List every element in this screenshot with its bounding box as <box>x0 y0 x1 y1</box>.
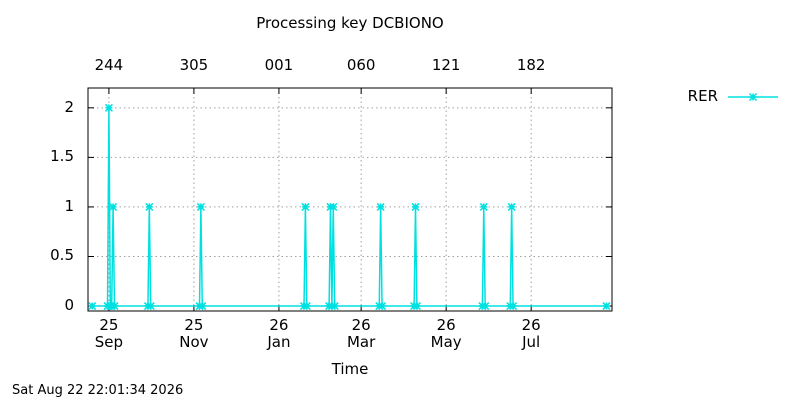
point <box>145 202 154 211</box>
point <box>109 202 118 211</box>
point <box>198 302 207 311</box>
timestamp: Sat Aug 22 22:01:34 2026 <box>12 383 184 398</box>
point <box>110 302 119 311</box>
x-tick-label: 25 Nov <box>179 316 209 351</box>
point <box>411 202 420 211</box>
x-tick-label: 25 Sep <box>94 316 124 351</box>
x2-tick-label: 305 <box>179 56 209 74</box>
legend-label: RER <box>687 87 718 105</box>
point <box>301 202 310 211</box>
point <box>378 302 387 311</box>
x2-tick-label: 001 <box>264 56 294 74</box>
series-line <box>92 107 607 307</box>
point <box>146 302 155 311</box>
x2-tick-label: 182 <box>516 56 546 74</box>
x-tick-label: 26 May <box>430 316 462 351</box>
point <box>479 202 488 211</box>
point <box>196 202 205 211</box>
point <box>376 202 385 211</box>
point <box>88 302 97 311</box>
point <box>329 202 338 211</box>
point <box>302 302 311 311</box>
y-tick-label: 1.5 <box>50 147 74 166</box>
chart-title: Processing key DCBIONO <box>256 14 444 32</box>
y-tick-label: 0 <box>64 296 74 315</box>
point <box>104 103 113 112</box>
x-axis-label: Time <box>331 360 369 378</box>
y-tick-label: 0.5 <box>50 246 74 265</box>
x-tick-label: 26 Jan <box>267 316 291 351</box>
point <box>412 302 421 311</box>
y-tick-label: 2 <box>64 97 74 116</box>
x-tick-label: 26 Mar <box>346 316 376 351</box>
legend-marker <box>748 92 758 102</box>
x2-tick-label: 060 <box>346 56 376 74</box>
point <box>481 302 490 311</box>
x2-tick-label: 121 <box>431 56 461 74</box>
point <box>602 302 611 311</box>
point <box>330 302 339 311</box>
point <box>507 202 516 211</box>
x-tick-label: 26 Jul <box>521 316 541 351</box>
plot-frame <box>87 87 613 312</box>
y-tick-label: 1 <box>64 196 74 215</box>
point <box>509 302 518 311</box>
x2-tick-label: 244 <box>94 56 124 74</box>
